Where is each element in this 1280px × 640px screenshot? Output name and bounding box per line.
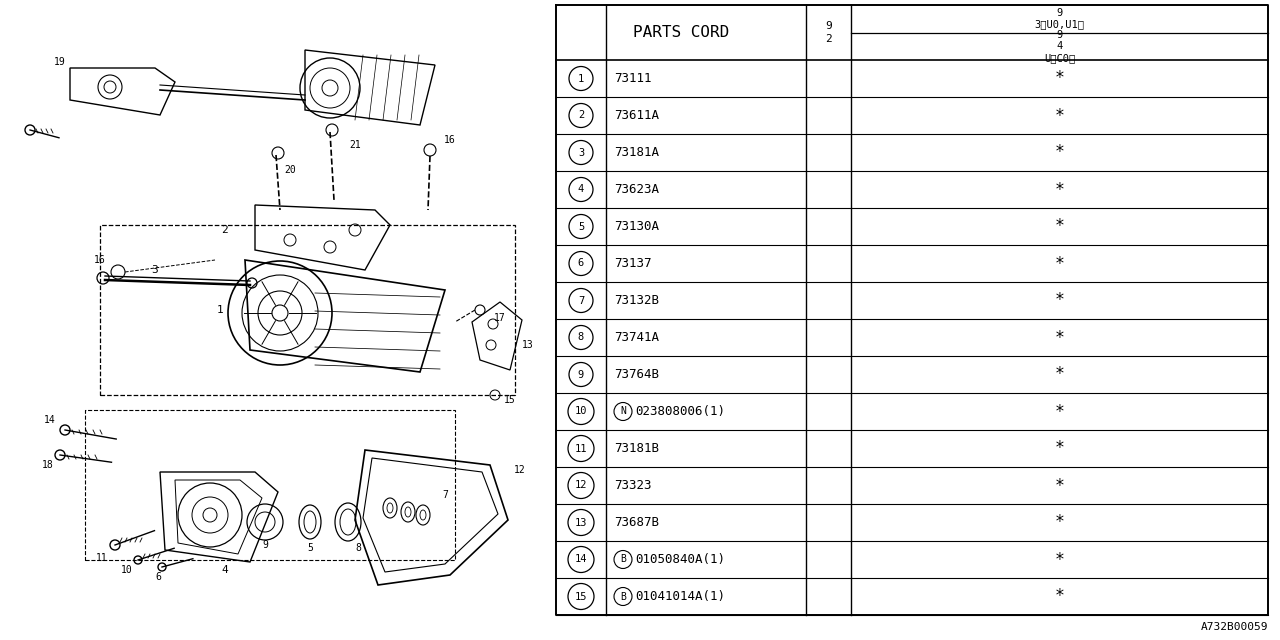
Text: 2: 2 [577,111,584,120]
Text: 73687B: 73687B [614,516,659,529]
Text: 15: 15 [504,395,516,405]
Text: 10: 10 [122,565,133,575]
Text: 18: 18 [42,460,54,470]
Text: *: * [1055,403,1065,420]
Text: 3: 3 [577,147,584,157]
Text: 73323: 73323 [614,479,652,492]
Text: 73764B: 73764B [614,368,659,381]
Text: 9
4
U〈C0〉: 9 4 U〈C0〉 [1044,29,1075,63]
Text: 5: 5 [307,543,312,553]
Text: 20: 20 [284,165,296,175]
Text: PARTS CORD: PARTS CORD [632,25,730,40]
Text: 023808006(1): 023808006(1) [635,405,724,418]
Text: 3: 3 [151,265,159,275]
Text: 8: 8 [355,543,361,553]
Text: 9
2: 9 2 [826,21,832,44]
Text: 21: 21 [349,140,361,150]
Text: *: * [1055,180,1065,198]
Text: 13: 13 [575,518,588,527]
Text: *: * [1055,550,1065,568]
Text: 73130A: 73130A [614,220,659,233]
Text: *: * [1055,328,1065,346]
Text: 1: 1 [216,305,224,315]
Text: 73741A: 73741A [614,331,659,344]
Text: 4: 4 [577,184,584,195]
Text: 19: 19 [54,57,65,67]
Text: B: B [620,554,626,564]
Text: *: * [1055,291,1065,310]
Text: 16: 16 [95,255,106,265]
Text: 14: 14 [44,415,56,425]
Text: 5: 5 [577,221,584,232]
Text: *: * [1055,143,1065,161]
Text: 11: 11 [575,444,588,454]
Text: *: * [1055,218,1065,236]
Text: 7: 7 [442,490,448,500]
Text: 01050840A(1): 01050840A(1) [635,553,724,566]
Text: 73111: 73111 [614,72,652,85]
Text: 15: 15 [575,591,588,602]
Text: 11: 11 [96,553,108,563]
Text: 8: 8 [577,333,584,342]
Text: 6: 6 [577,259,584,269]
Text: 12: 12 [575,481,588,490]
Text: 12: 12 [515,465,526,475]
Text: 9: 9 [262,540,268,550]
Text: *: * [1055,477,1065,495]
Text: B: B [620,591,626,602]
Text: 7: 7 [577,296,584,305]
Text: *: * [1055,440,1065,458]
Text: *: * [1055,588,1065,605]
Text: *: * [1055,70,1065,88]
Text: 73623A: 73623A [614,183,659,196]
Text: 16: 16 [444,135,456,145]
Text: *: * [1055,365,1065,383]
Text: 01041014A(1): 01041014A(1) [635,590,724,603]
Text: 2: 2 [221,225,228,235]
Text: 1: 1 [577,74,584,83]
Text: 9: 9 [577,369,584,380]
Text: *: * [1055,106,1065,125]
Text: 4: 4 [221,565,228,575]
Text: 10: 10 [575,406,588,417]
Text: 6: 6 [155,572,161,582]
Text: *: * [1055,513,1065,531]
Text: 17: 17 [494,313,506,323]
Text: 73181B: 73181B [614,442,659,455]
Text: 73137: 73137 [614,257,652,270]
Text: 73611A: 73611A [614,109,659,122]
Text: 9
3〈U0,U1〉: 9 3〈U0,U1〉 [1034,8,1084,29]
Text: 13: 13 [522,340,534,350]
Text: N: N [620,406,626,417]
Text: 73181A: 73181A [614,146,659,159]
Text: 73132B: 73132B [614,294,659,307]
Text: 14: 14 [575,554,588,564]
Text: *: * [1055,255,1065,273]
Text: A732B00059: A732B00059 [1201,622,1268,632]
